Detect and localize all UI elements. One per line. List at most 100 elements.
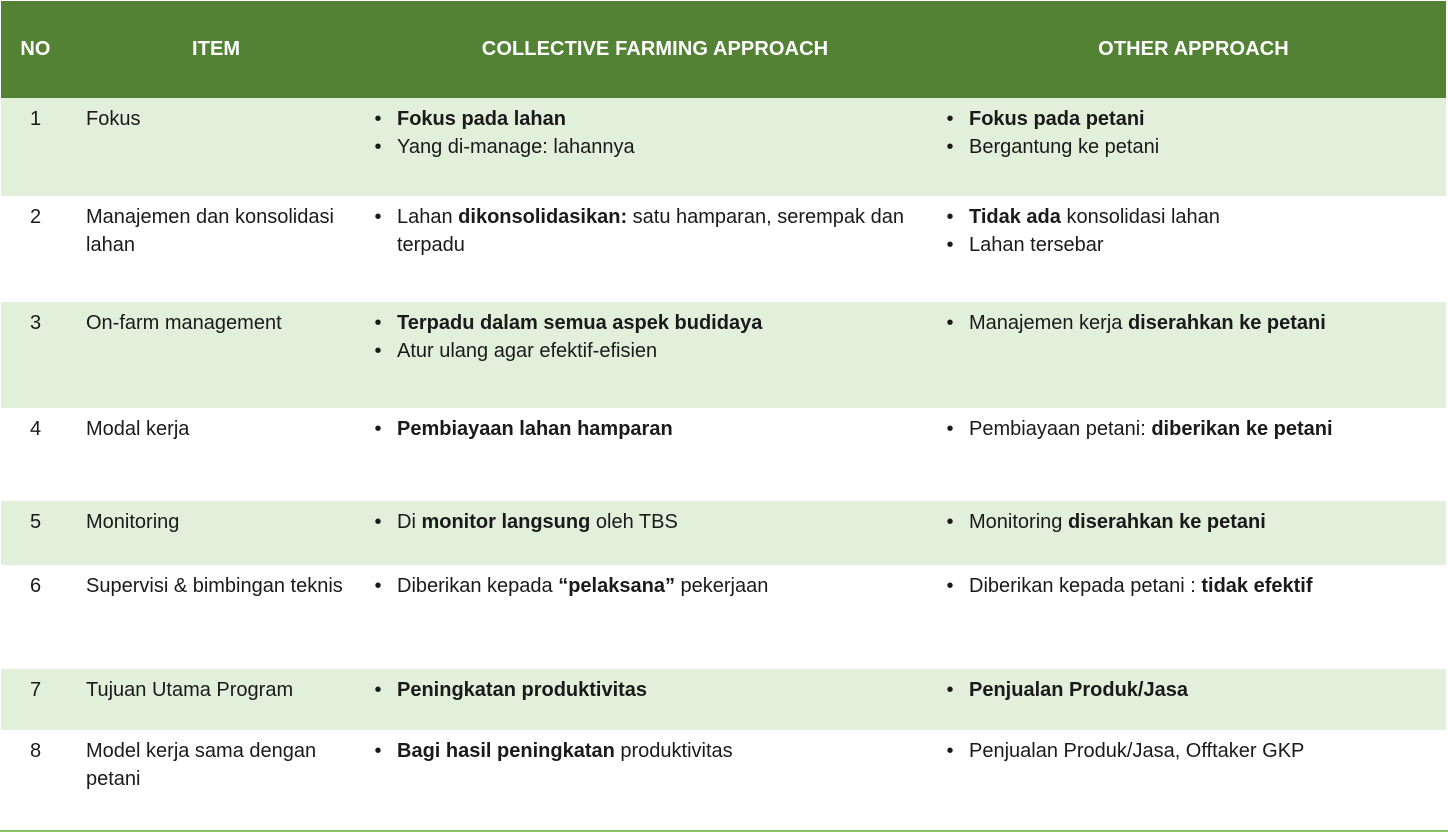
bullet-item: • Manajemen kerja diserahkan ke petani xyxy=(941,309,1446,337)
bold-text: Fokus pada petani xyxy=(969,108,1145,130)
bold-text: “pelaksana” xyxy=(558,575,675,597)
bullet-item: • Peningkatan produktivitas xyxy=(369,676,941,704)
bullet-dot-icon: • xyxy=(946,679,954,701)
row-item: Manajemen dan konsolidasi lahan xyxy=(70,196,369,302)
bullet-list: • Di monitor langsung oleh TBS xyxy=(369,508,941,536)
table-row: 5 Monitoring • Di monitor langsung oleh TBS… xyxy=(1,501,1446,565)
bullet-item: • Lahan dikonsolidasikan: satu hamparan, … xyxy=(369,203,941,259)
collective-approach-cell: • Peningkatan produktivitas xyxy=(369,669,941,730)
bullet-item: • Lahan tersebar xyxy=(941,231,1446,259)
header-row: NO ITEM COLLECTIVE FARMING APPROACH OTHE… xyxy=(1,1,1446,98)
header-no: NO xyxy=(1,1,70,98)
text: Monitoring xyxy=(969,511,1068,533)
row-item: Fokus xyxy=(70,98,369,196)
collective-approach-cell: • Terpadu dalam semua aspek budidaya • Atur… xyxy=(369,302,941,408)
bullet-list: • Pembiayaan lahan hamparan xyxy=(369,415,941,443)
bold-text: Fokus pada lahan xyxy=(397,108,566,130)
other-approach-cell: • Penjualan Produk/Jasa, Offtaker GKP xyxy=(941,730,1446,830)
row-item: Modal kerja xyxy=(70,408,369,501)
text: Manajemen kerja xyxy=(969,312,1128,334)
bullet-item: • Monitoring diserahkan ke petani xyxy=(941,508,1446,536)
header-collective-approach: COLLECTIVE FARMING APPROACH xyxy=(369,1,941,98)
text: Diberikan kepada petani : xyxy=(969,575,1202,597)
other-approach-cell: • Diberikan kepada petani : tidak efektif xyxy=(941,565,1446,669)
bullet-item: • Atur ulang agar efektif-efisien xyxy=(369,337,941,365)
bold-text: tidak efektif xyxy=(1201,575,1313,597)
row-number: 5 xyxy=(1,501,70,565)
bullet-item: • Pembiayaan lahan hamparan xyxy=(369,415,941,443)
text: oleh TBS xyxy=(590,511,678,533)
bullet-dot-icon: • xyxy=(946,740,954,762)
bold-text: Penjualan Produk/Jasa xyxy=(969,679,1188,701)
text: Yang di-manage: lahannya xyxy=(397,136,635,158)
bullet-dot-icon: • xyxy=(374,511,382,533)
text: pekerjaan xyxy=(674,575,769,597)
bullet-dot-icon: • xyxy=(374,136,382,158)
text: Di xyxy=(397,511,422,533)
row-item: Supervisi & bimbingan teknis xyxy=(70,565,369,669)
table-row: 1 Fokus • Fokus pada lahan • Yang di-manage: … xyxy=(1,98,1446,196)
text: konsolidasi lahan xyxy=(1060,206,1220,228)
bullet-item: • Fokus pada lahan xyxy=(369,105,941,133)
bullet-list: • Fokus pada petani • Bergantung ke petani xyxy=(941,105,1446,161)
collective-approach-cell: • Diberikan kepada “pelaksana” pekerjaan xyxy=(369,565,941,669)
bullet-dot-icon: • xyxy=(946,418,954,440)
collective-approach-cell: • Di monitor langsung oleh TBS xyxy=(369,501,941,565)
bullet-item: • Fokus pada petani xyxy=(941,105,1446,133)
bullet-list: • Lahan dikonsolidasikan: satu hamparan, … xyxy=(369,203,941,259)
bullet-dot-icon: • xyxy=(946,234,954,256)
bullet-item: • Di monitor langsung oleh TBS xyxy=(369,508,941,536)
bullet-item: • Penjualan Produk/Jasa xyxy=(941,676,1446,704)
bullet-item: • Pembiayaan petani: diberikan ke petani xyxy=(941,415,1446,443)
other-approach-cell: • Penjualan Produk/Jasa xyxy=(941,669,1446,730)
bullet-dot-icon: • xyxy=(374,312,382,334)
other-approach-cell: • Fokus pada petani • Bergantung ke petani xyxy=(941,98,1446,196)
bullet-item: • Penjualan Produk/Jasa, Offtaker GKP xyxy=(941,737,1446,765)
bold-text: diserahkan ke petani xyxy=(1067,511,1266,533)
bullet-dot-icon: • xyxy=(374,418,382,440)
bullet-list: • Pembiayaan petani: diberikan ke petani xyxy=(941,415,1446,443)
bullet-dot-icon: • xyxy=(946,136,954,158)
bullet-list: • Manajemen kerja diserahkan ke petani xyxy=(941,309,1446,337)
row-number: 1 xyxy=(1,98,70,196)
table-row: 8 Model kerja sama dengan petani • Bagi has… xyxy=(1,730,1446,830)
bold-text: Bagi hasil peningkatan xyxy=(397,740,615,762)
bullet-item: • Diberikan kepada petani : tidak efektif xyxy=(941,572,1446,600)
collective-approach-cell: • Fokus pada lahan • Yang di-manage: lahann… xyxy=(369,98,941,196)
header-item: ITEM xyxy=(70,1,369,98)
collective-approach-cell: • Pembiayaan lahan hamparan xyxy=(369,408,941,501)
bullet-list: • Penjualan Produk/Jasa xyxy=(941,676,1446,704)
bold-text: monitor langsung xyxy=(421,511,591,533)
bullet-dot-icon: • xyxy=(374,340,382,362)
bullet-list: • Bagi hasil peningkatan produktivitas xyxy=(369,737,941,765)
bold-text: Tidak ada xyxy=(969,206,1061,228)
bullet-list: • Monitoring diserahkan ke petani xyxy=(941,508,1446,536)
bullet-dot-icon: • xyxy=(374,679,382,701)
row-item: Model kerja sama dengan petani xyxy=(70,730,369,830)
other-approach-cell: • Pembiayaan petani: diberikan ke petani xyxy=(941,408,1446,501)
row-item: On-farm management xyxy=(70,302,369,408)
bullet-dot-icon: • xyxy=(374,575,382,597)
bullet-item: • Bergantung ke petani xyxy=(941,133,1446,161)
text: Bergantung ke petani xyxy=(969,136,1160,158)
bold-text: Peningkatan produktivitas xyxy=(397,679,648,701)
row-number: 2 xyxy=(1,196,70,302)
bullet-item: • Yang di-manage: lahannya xyxy=(369,133,941,161)
bullet-item: • Bagi hasil peningkatan produktivitas xyxy=(369,737,941,765)
text: produktivitas xyxy=(614,740,733,762)
bold-text: diserahkan ke petani xyxy=(1127,312,1326,334)
bullet-dot-icon: • xyxy=(946,312,954,334)
row-item: Tujuan Utama Program xyxy=(70,669,369,730)
bold-text: dikonsolidasikan: xyxy=(458,206,628,228)
table-row: 7 Tujuan Utama Program • Peningkatan produk… xyxy=(1,669,1446,730)
bullet-list: • Peningkatan produktivitas xyxy=(369,676,941,704)
text: Pembiayaan petani: xyxy=(969,418,1152,440)
bullet-item: • Tidak ada konsolidasi lahan xyxy=(941,203,1446,231)
bottom-rule xyxy=(0,830,1448,832)
bullet-list: • Diberikan kepada “pelaksana” pekerjaan xyxy=(369,572,941,600)
bullet-dot-icon: • xyxy=(374,108,382,130)
text: Diberikan kepada xyxy=(397,575,559,597)
other-approach-cell: • Manajemen kerja diserahkan ke petani xyxy=(941,302,1446,408)
bullet-item: • Terpadu dalam semua aspek budidaya xyxy=(369,309,941,337)
